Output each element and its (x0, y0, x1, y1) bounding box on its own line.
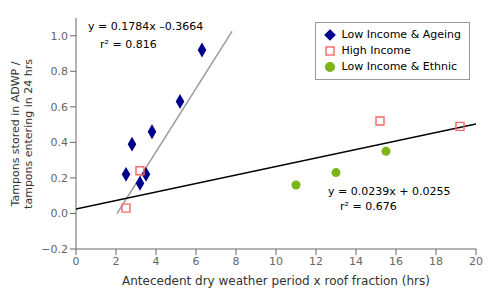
html-text:r² = 0.816: r² = 0.816 (100, 38, 157, 51)
html-text:r² = 0.676: r² = 0.676 (340, 199, 397, 213)
html-text:Low Income & Ethnic: Low Income & Ethnic (341, 60, 457, 73)
html-text:y = 0.1784x –0.3664: y = 0.1784x –0.3664 (88, 20, 204, 34)
svg-text:12: 12 (309, 255, 323, 268)
svg-text:18: 18 (429, 255, 443, 268)
svg-text:0.0: 0.0 (51, 207, 69, 220)
html-text:y = 0.0239x + 0.0255: y = 0.0239x + 0.0255 (328, 185, 451, 199)
svg-text:4: 4 (153, 255, 160, 268)
svg-text:0: 0 (73, 255, 80, 268)
svg-text:0.4: 0.4 (51, 136, 69, 149)
svg-text:16: 16 (389, 255, 403, 268)
svg-text:10: 10 (269, 255, 283, 268)
svg-text:14: 14 (349, 255, 363, 268)
svg-text:8: 8 (233, 255, 240, 268)
html-text:tampons entering in 24 hrs: tampons entering in 24 hrs (22, 58, 35, 209)
html-text:Low Income & Ageing: Low Income & Ageing (341, 28, 461, 41)
html-text:Tampons stored in ADWP /: Tampons stored in ADWP / (9, 61, 22, 206)
svg-text:0.6: 0.6 (51, 101, 69, 114)
svg-text:2: 2 (113, 255, 120, 268)
svg-text:0.2: 0.2 (51, 172, 69, 185)
html-text:High Income: High Income (341, 44, 411, 57)
svg-text:Antecedent dry weather period: Antecedent dry weather period x roof fra… (122, 274, 430, 288)
svg-text:6: 6 (193, 255, 200, 268)
svg-text:1.0: 1.0 (51, 30, 69, 43)
svg-text:−0.2: −0.2 (41, 243, 68, 256)
svg-text:0.8: 0.8 (51, 65, 69, 78)
svg-text:20: 20 (469, 255, 483, 268)
